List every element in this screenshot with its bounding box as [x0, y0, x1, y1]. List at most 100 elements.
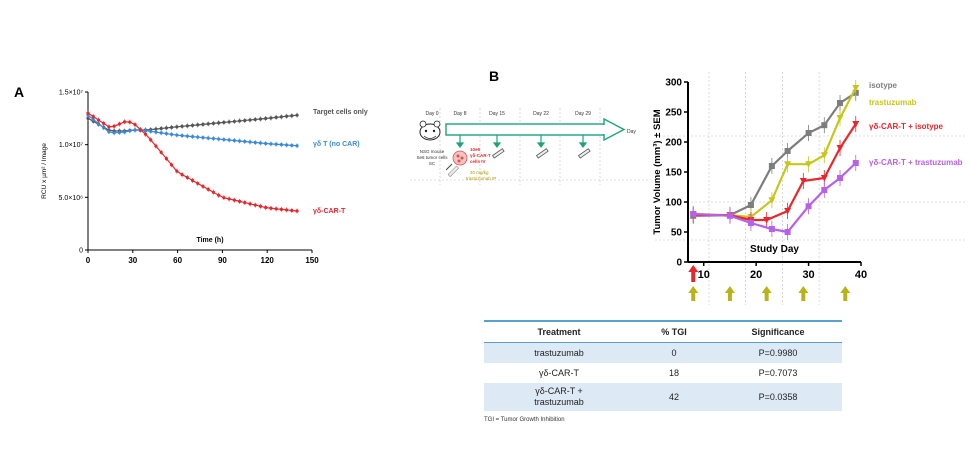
- data-point: [149, 138, 153, 142]
- data-point: [248, 140, 252, 144]
- data-point: [143, 132, 148, 136]
- data-point: [726, 212, 733, 219]
- table-row: trastuzumab 0 P=0.9980: [484, 342, 842, 363]
- data-point: [164, 157, 168, 161]
- x-tick-label: 0: [86, 256, 91, 265]
- data-point: [154, 130, 158, 134]
- data-point: [253, 203, 257, 207]
- data-point: [96, 121, 101, 126]
- arrow-head: [688, 265, 699, 272]
- y-tick-label: 50: [671, 228, 683, 239]
- data-point: [170, 163, 174, 167]
- arrow-head: [724, 286, 735, 293]
- data-point: [285, 208, 289, 212]
- tl-day-22: Day 22: [533, 111, 549, 117]
- series-1: [86, 112, 299, 149]
- tl-trastuzumab-2: trastuzumab IP: [466, 176, 496, 181]
- grid-lines: [655, 72, 965, 305]
- x-axis-label: Time (h): [196, 237, 223, 244]
- y-tick-label: 0: [79, 248, 83, 255]
- y-tick-label: 300: [665, 78, 682, 89]
- data-point: [211, 121, 216, 125]
- arrow-head: [840, 286, 851, 293]
- data-point: [852, 160, 859, 166]
- data-point: [222, 137, 226, 142]
- tgi-table: Treatment % TGI Significance trastuzumab…: [484, 320, 842, 411]
- data-point: [133, 123, 137, 127]
- data-point: [206, 136, 210, 140]
- data-point: [836, 115, 844, 122]
- y-tick-label: 1.5×10⁷: [59, 90, 84, 97]
- cell-treatment-line1: γδ-CAR-T +: [535, 386, 583, 396]
- data-point: [227, 138, 231, 142]
- data-point: [86, 116, 90, 120]
- data-point: [154, 144, 158, 148]
- tl-day-8: Day 8: [453, 111, 466, 117]
- data-point: [96, 118, 101, 122]
- arrow-shaft: [691, 293, 696, 301]
- cell-dose-arrow-icon: [688, 265, 699, 282]
- legend-label: isotype: [869, 81, 898, 90]
- data-point: [91, 117, 95, 121]
- data-point: [274, 207, 278, 211]
- data-point: [222, 120, 226, 125]
- data-point: [222, 196, 226, 200]
- cells-icon: [445, 150, 468, 178]
- series-0: [690, 84, 859, 224]
- cell-tgi: 42: [634, 383, 714, 411]
- data-point: [217, 137, 221, 141]
- y-axis-label: Tumor Volume (mm³) ± SEM: [652, 109, 663, 234]
- tl-day-0: Day 0: [425, 111, 438, 117]
- data-point: [821, 122, 828, 129]
- data-point: [264, 116, 268, 121]
- arrow-shaft: [764, 293, 769, 301]
- data-point: [206, 187, 210, 191]
- data-point: [820, 152, 828, 159]
- data-point: [237, 139, 242, 143]
- x-tick-label: 10: [698, 269, 710, 281]
- data-point: [237, 119, 242, 123]
- x-tick-label: 20: [750, 269, 762, 281]
- data-point: [159, 150, 163, 154]
- data-point: [799, 178, 807, 185]
- data-point: [837, 175, 844, 181]
- data-point: [185, 175, 189, 180]
- data-point: [112, 124, 116, 128]
- data-point: [201, 184, 205, 188]
- data-point: [175, 169, 179, 173]
- data-point: [159, 131, 163, 135]
- header-treatment: Treatment: [484, 320, 634, 343]
- data-point: [164, 132, 168, 136]
- data-point: [295, 144, 299, 148]
- data-point: [248, 118, 252, 122]
- data-point: [211, 190, 216, 194]
- data-point: [290, 143, 294, 147]
- data-point: [227, 120, 231, 124]
- data-point: [248, 202, 252, 206]
- arrow-head: [798, 286, 809, 293]
- data-point: [285, 114, 289, 118]
- cell-treatment: γδ-CAR-T: [538, 368, 579, 378]
- data-point: [243, 139, 247, 144]
- data-point: [201, 122, 205, 126]
- data-point: [258, 117, 263, 121]
- data-point: [190, 134, 195, 139]
- timeline-arrow: [445, 117, 626, 142]
- data-point: [836, 145, 844, 152]
- arrow-head: [761, 286, 772, 293]
- data-point: [196, 123, 200, 127]
- data-point: [784, 148, 791, 154]
- data-point: [117, 130, 121, 135]
- x-tick-label: 30: [128, 256, 137, 265]
- data-point: [243, 118, 247, 123]
- tl-day-29: Day 29: [575, 111, 591, 117]
- trastuzumab-arrow-icon: [840, 286, 851, 301]
- data-point: [232, 138, 236, 143]
- data-point: [185, 124, 189, 128]
- data-point: [747, 202, 754, 208]
- data-point: [138, 127, 142, 131]
- data-point: [274, 115, 278, 119]
